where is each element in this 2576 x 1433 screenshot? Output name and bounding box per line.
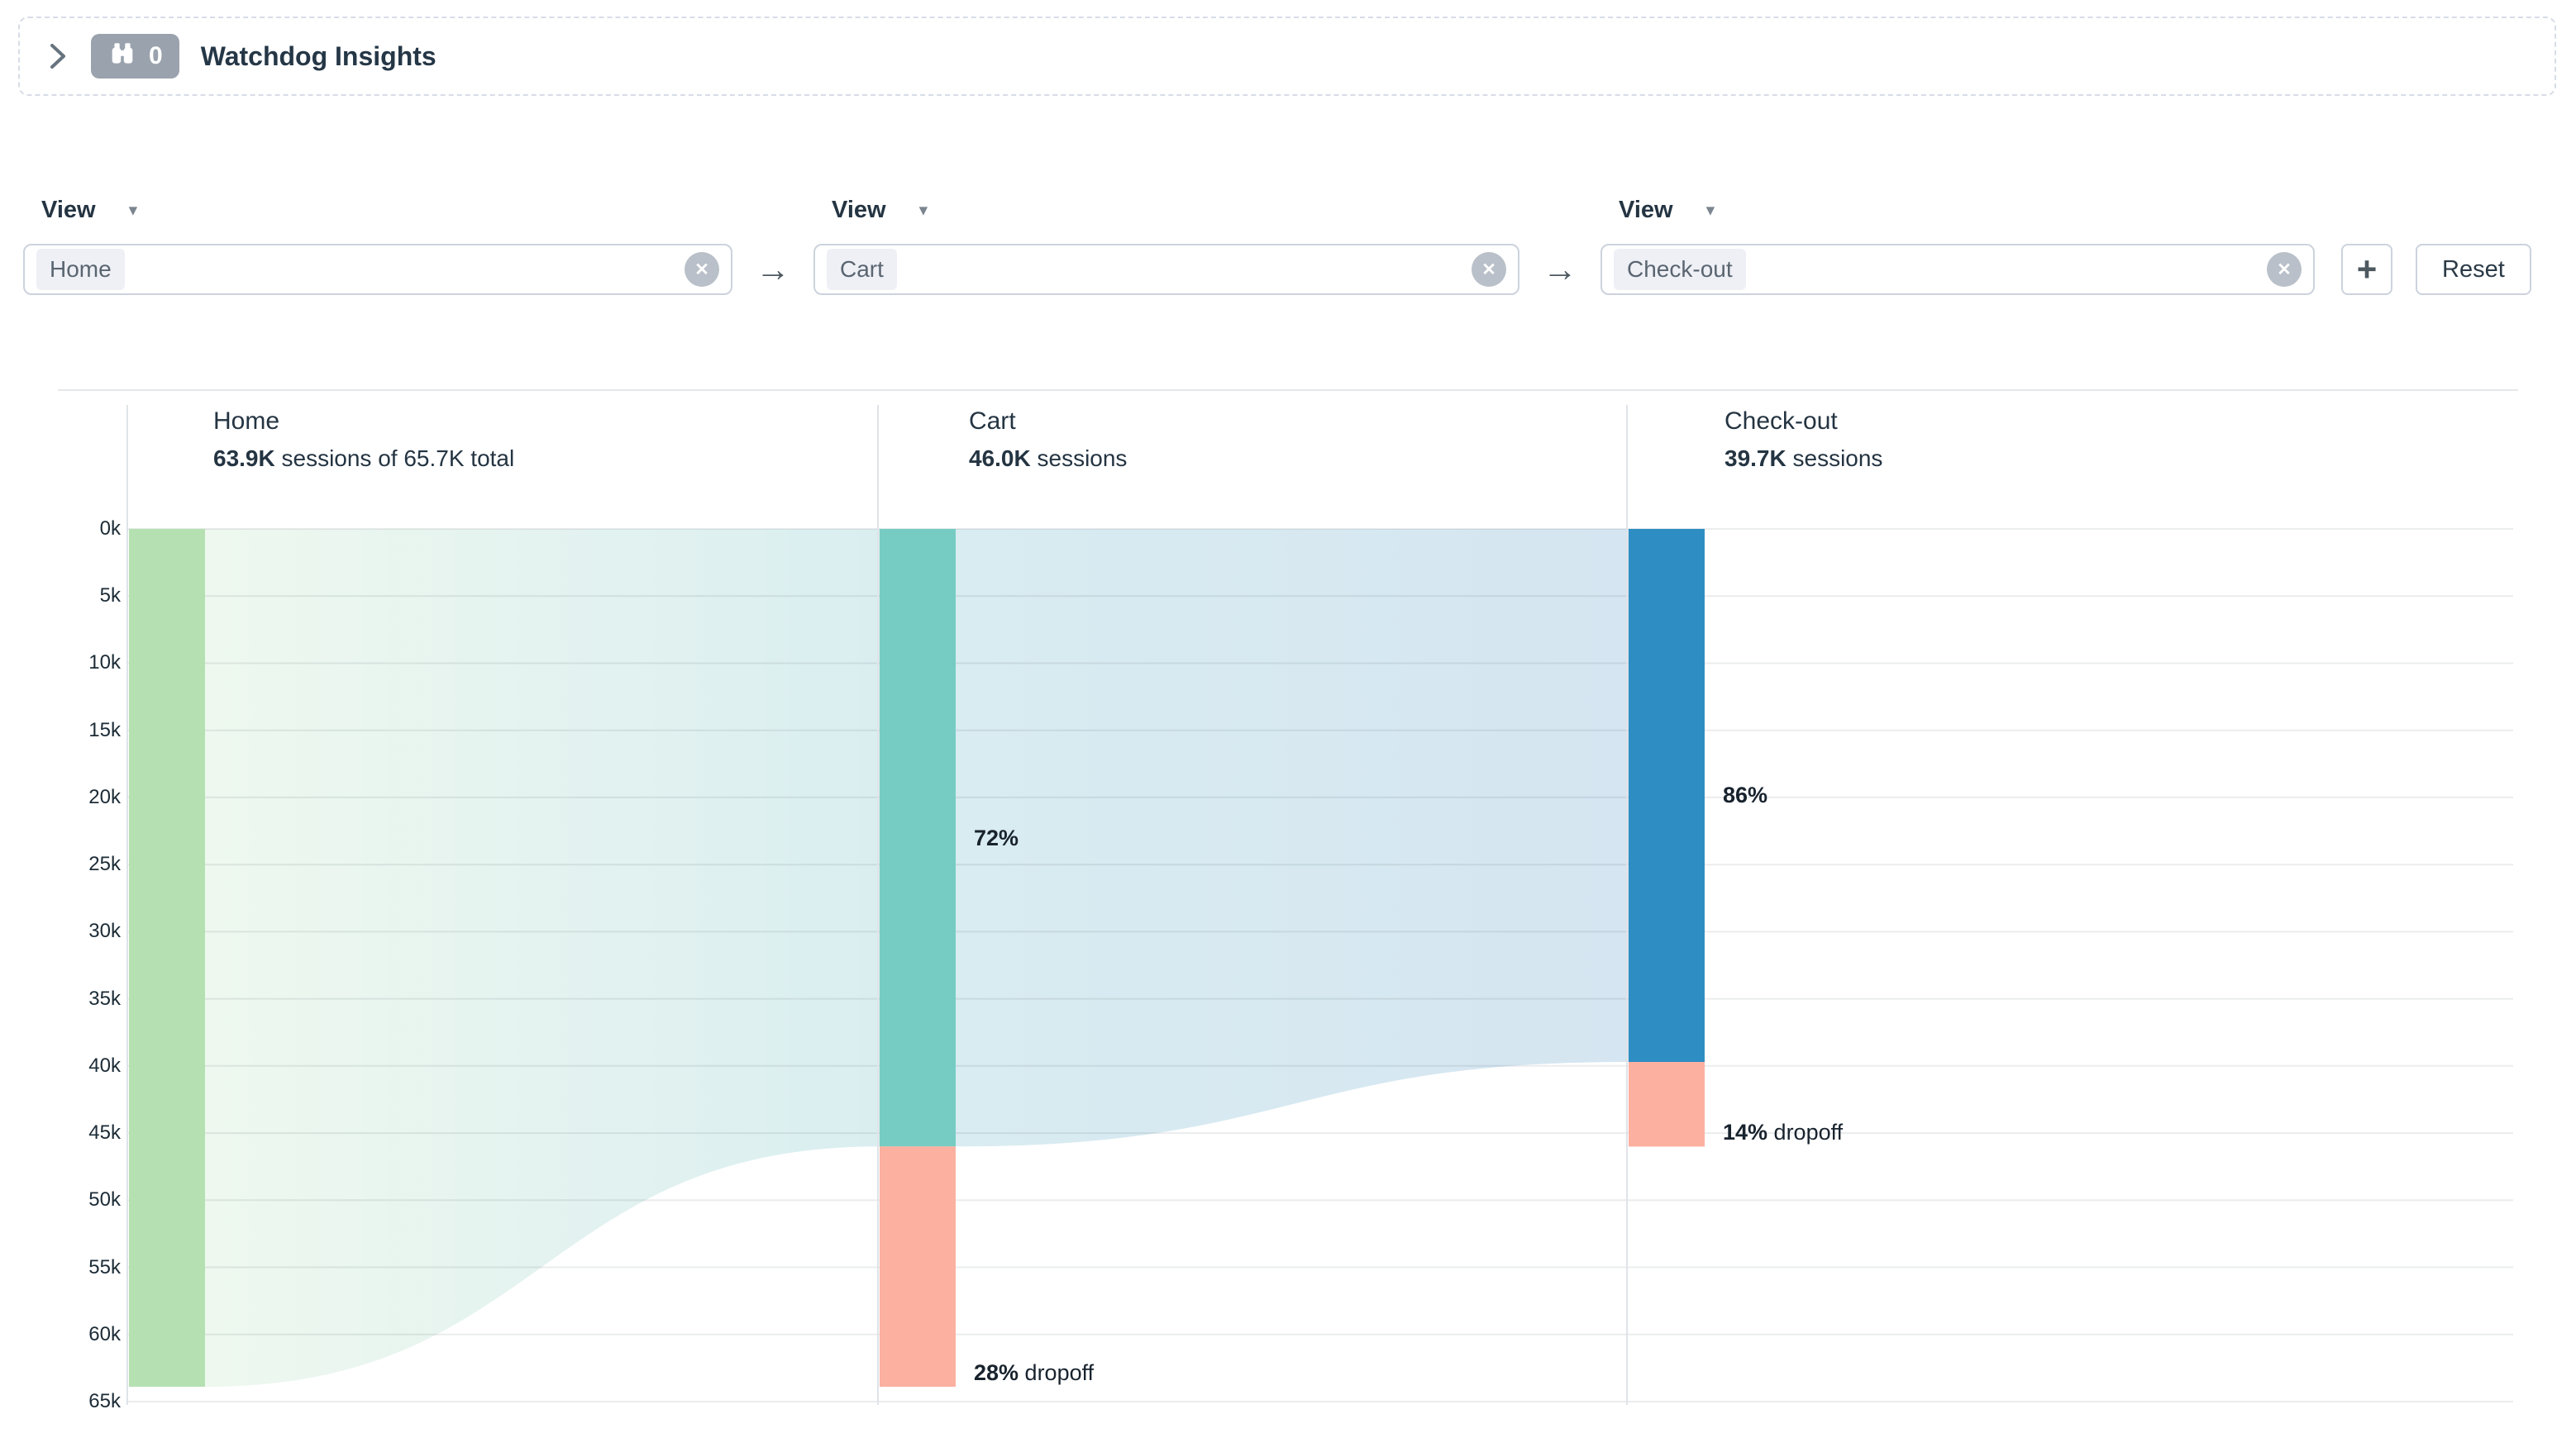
view-dropdown-label: View: [41, 197, 96, 223]
view-dropdown-1[interactable]: View ▾: [41, 197, 732, 224]
step-token[interactable]: Check-out: [1614, 249, 1746, 290]
view-dropdown-label: View: [1619, 197, 1673, 223]
step-token[interactable]: Cart: [827, 249, 897, 290]
dropoff-bar-check-out[interactable]: [1629, 1062, 1705, 1147]
clear-step-button[interactable]: ✕: [1472, 252, 1506, 287]
plus-icon: +: [2356, 250, 2378, 288]
add-step-button[interactable]: +: [2341, 244, 2392, 295]
chevron-down-icon: ▾: [1705, 201, 1715, 220]
clear-icon: ✕: [1481, 259, 1496, 279]
funnel-bar-home[interactable]: [129, 529, 205, 1388]
clear-step-button[interactable]: ✕: [2267, 252, 2302, 287]
panel-title: Watchdog Insights: [200, 40, 436, 71]
chevron-down-icon: ▾: [128, 201, 138, 220]
funnel-step-input-3[interactable]: Check-out ✕: [1600, 244, 2315, 295]
funnel-step-group-1: View ▾ Home ✕: [23, 197, 732, 295]
funnel-bar-check-out[interactable]: [1629, 529, 1705, 1062]
dropoff-bar-cart[interactable]: [880, 1146, 956, 1388]
view-dropdown-3[interactable]: View ▾: [1619, 197, 2315, 224]
funnel-step-input-2[interactable]: Cart ✕: [813, 244, 1519, 295]
chevron-right-icon[interactable]: [45, 39, 69, 74]
watchdog-badge: 0: [91, 34, 179, 79]
watchdog-insights-panel[interactable]: 0 Watchdog Insights: [18, 17, 2556, 96]
step-token[interactable]: Home: [36, 249, 125, 290]
view-dropdown-2[interactable]: View ▾: [832, 197, 1519, 224]
clear-step-button[interactable]: ✕: [685, 252, 719, 287]
clear-icon: ✕: [694, 259, 709, 279]
flow-home-cart: [205, 529, 880, 1388]
funnel-step-group-2: View ▾ Cart ✕: [813, 197, 1519, 295]
watchdog-count: 0: [149, 42, 163, 69]
funnel-step-input-1[interactable]: Home ✕: [23, 244, 732, 295]
step-arrow-icon: →: [1543, 250, 1577, 288]
reset-button[interactable]: Reset: [2416, 244, 2531, 295]
clear-icon: ✕: [2277, 259, 2292, 279]
binoculars-icon: [107, 40, 137, 74]
funnel-step-group-3: View ▾ Check-out ✕: [1600, 197, 2315, 295]
step-arrow-icon: →: [756, 250, 790, 288]
view-dropdown-label: View: [832, 197, 886, 223]
flow-cart-check-out: [956, 529, 1629, 1147]
chevron-down-icon: ▾: [918, 201, 928, 220]
funnel-filters-row: View ▾ Home ✕ → View ▾ Cart ✕ → View ▾ C…: [23, 197, 2531, 295]
funnel-bar-cart[interactable]: [880, 529, 956, 1147]
